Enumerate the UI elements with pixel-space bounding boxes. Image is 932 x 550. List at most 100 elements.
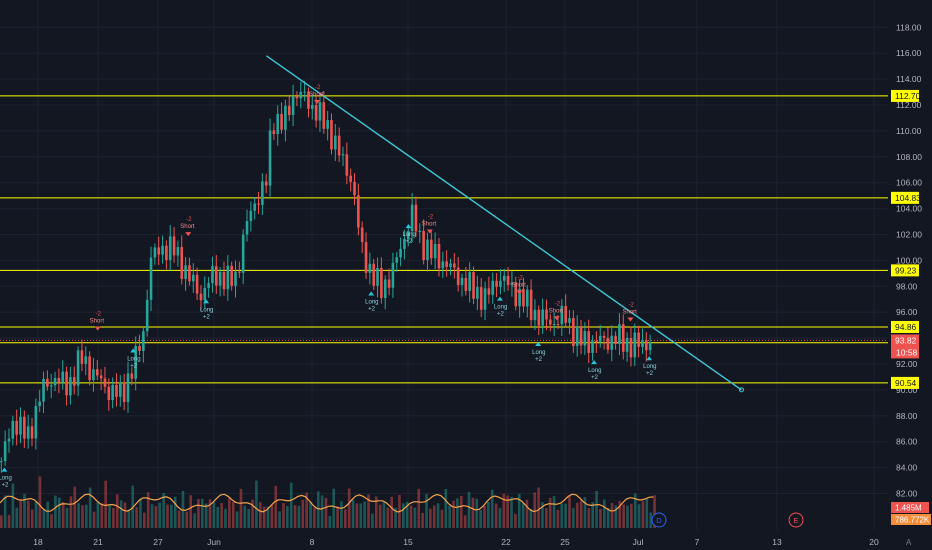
candle-body — [426, 239, 429, 260]
candle-body — [533, 309, 537, 321]
candle-body — [245, 220, 249, 235]
plus2-label: +2 — [203, 314, 211, 320]
plus2-label: +2 — [591, 375, 599, 381]
candle-body — [184, 265, 187, 280]
candle-body — [95, 369, 99, 376]
volume-bar — [162, 492, 165, 528]
volume-bar — [143, 512, 146, 528]
volume-bar — [135, 507, 138, 528]
level-price-tag[interactable] — [891, 320, 919, 333]
volume-bar — [448, 505, 451, 528]
volume-bar — [328, 515, 332, 528]
volume-bar — [239, 488, 243, 528]
volume-bar — [154, 506, 158, 528]
long-label: Long — [365, 299, 378, 305]
candle-body — [441, 261, 445, 269]
auto-scale-button[interactable]: A — [906, 538, 912, 547]
volume-bar — [506, 495, 509, 528]
volume-bar — [614, 505, 618, 528]
volume-bar — [73, 486, 77, 528]
short-arrow-icon — [553, 316, 560, 321]
candle-body — [226, 265, 230, 290]
volume-bar — [633, 493, 637, 528]
time-axis[interactable]: 18 21 27 Jun 8 15 22 25 Jul 7 13 20 — [0, 530, 888, 550]
candle-body — [57, 377, 61, 382]
volume-bar — [50, 514, 53, 528]
candle-body — [552, 324, 556, 326]
candle-body — [218, 272, 222, 286]
level-price-tag[interactable] — [891, 89, 919, 102]
volume-bar — [38, 476, 42, 528]
volume-bar — [440, 509, 444, 528]
candle-body — [26, 426, 30, 439]
x-tick-label: Jul — [633, 537, 644, 547]
event-badge-label: E — [793, 516, 798, 525]
trendline-handle[interactable] — [738, 387, 744, 393]
candle-body — [468, 272, 471, 291]
candle-body — [372, 263, 376, 286]
volume-bar — [54, 495, 57, 528]
candle-body — [449, 263, 452, 267]
volume-bar — [324, 497, 328, 528]
volume-pane — [0, 476, 656, 528]
minus2-label: -2 — [628, 303, 634, 309]
candle-body — [203, 287, 207, 301]
volume-bar — [19, 501, 22, 528]
candle-body — [153, 247, 157, 258]
level-price-tag[interactable] — [891, 264, 919, 277]
volume-bar — [185, 511, 189, 528]
candle-body — [341, 154, 345, 156]
volume-bar — [340, 501, 343, 528]
y-tick-label: 98.00 — [896, 281, 918, 291]
volume-bar — [301, 499, 305, 528]
long-arrow-icon — [130, 348, 137, 353]
candle-body — [556, 324, 560, 326]
volume-bar — [201, 498, 204, 528]
level-price-tag[interactable] — [891, 191, 919, 204]
short-arrow-icon — [314, 100, 321, 104]
candle-body — [487, 288, 491, 295]
volume-bar — [208, 499, 212, 528]
volume-bar — [374, 496, 378, 528]
level-price-tag[interactable] — [891, 376, 919, 389]
candle-body — [368, 263, 372, 273]
volume-bar — [452, 500, 455, 528]
volume-tag — [891, 502, 929, 513]
candle-body — [568, 318, 571, 323]
price-series — [0, 80, 652, 473]
candle-body — [49, 385, 53, 387]
volume-bar — [479, 509, 482, 528]
candle-body — [430, 239, 433, 259]
volume-bar — [347, 488, 351, 528]
current-price-tag[interactable] — [891, 334, 919, 359]
trendline-line[interactable] — [265, 55, 742, 391]
volume-bar — [429, 508, 432, 528]
long-arrow-icon — [496, 296, 503, 301]
volume-bar — [359, 503, 363, 528]
candle-body — [549, 319, 552, 325]
candle-body — [23, 416, 26, 439]
volume-bar — [475, 498, 479, 528]
volume-bar — [235, 511, 239, 528]
volume-bar — [115, 494, 119, 528]
volume-bar — [224, 508, 227, 528]
y-tick-label: 104.00 — [896, 204, 922, 214]
volume-bar — [525, 499, 529, 528]
volume-bar — [197, 499, 200, 528]
candle-body — [464, 277, 468, 291]
candle-body — [180, 247, 184, 280]
trendline[interactable] — [265, 55, 744, 393]
volume-bar — [502, 493, 506, 528]
volume-ma-tag — [891, 514, 931, 525]
volume-bar — [510, 496, 513, 528]
candle-body — [84, 356, 88, 364]
event-badge[interactable] — [651, 512, 667, 528]
volume-bar — [487, 501, 490, 528]
candle-body — [211, 266, 214, 284]
event-badge[interactable] — [788, 512, 804, 528]
volume-bar — [7, 514, 11, 528]
price-axis[interactable]: 82.0084.0086.0088.0090.0092.0094.0096.00… — [888, 0, 932, 550]
candle-body — [545, 309, 548, 320]
